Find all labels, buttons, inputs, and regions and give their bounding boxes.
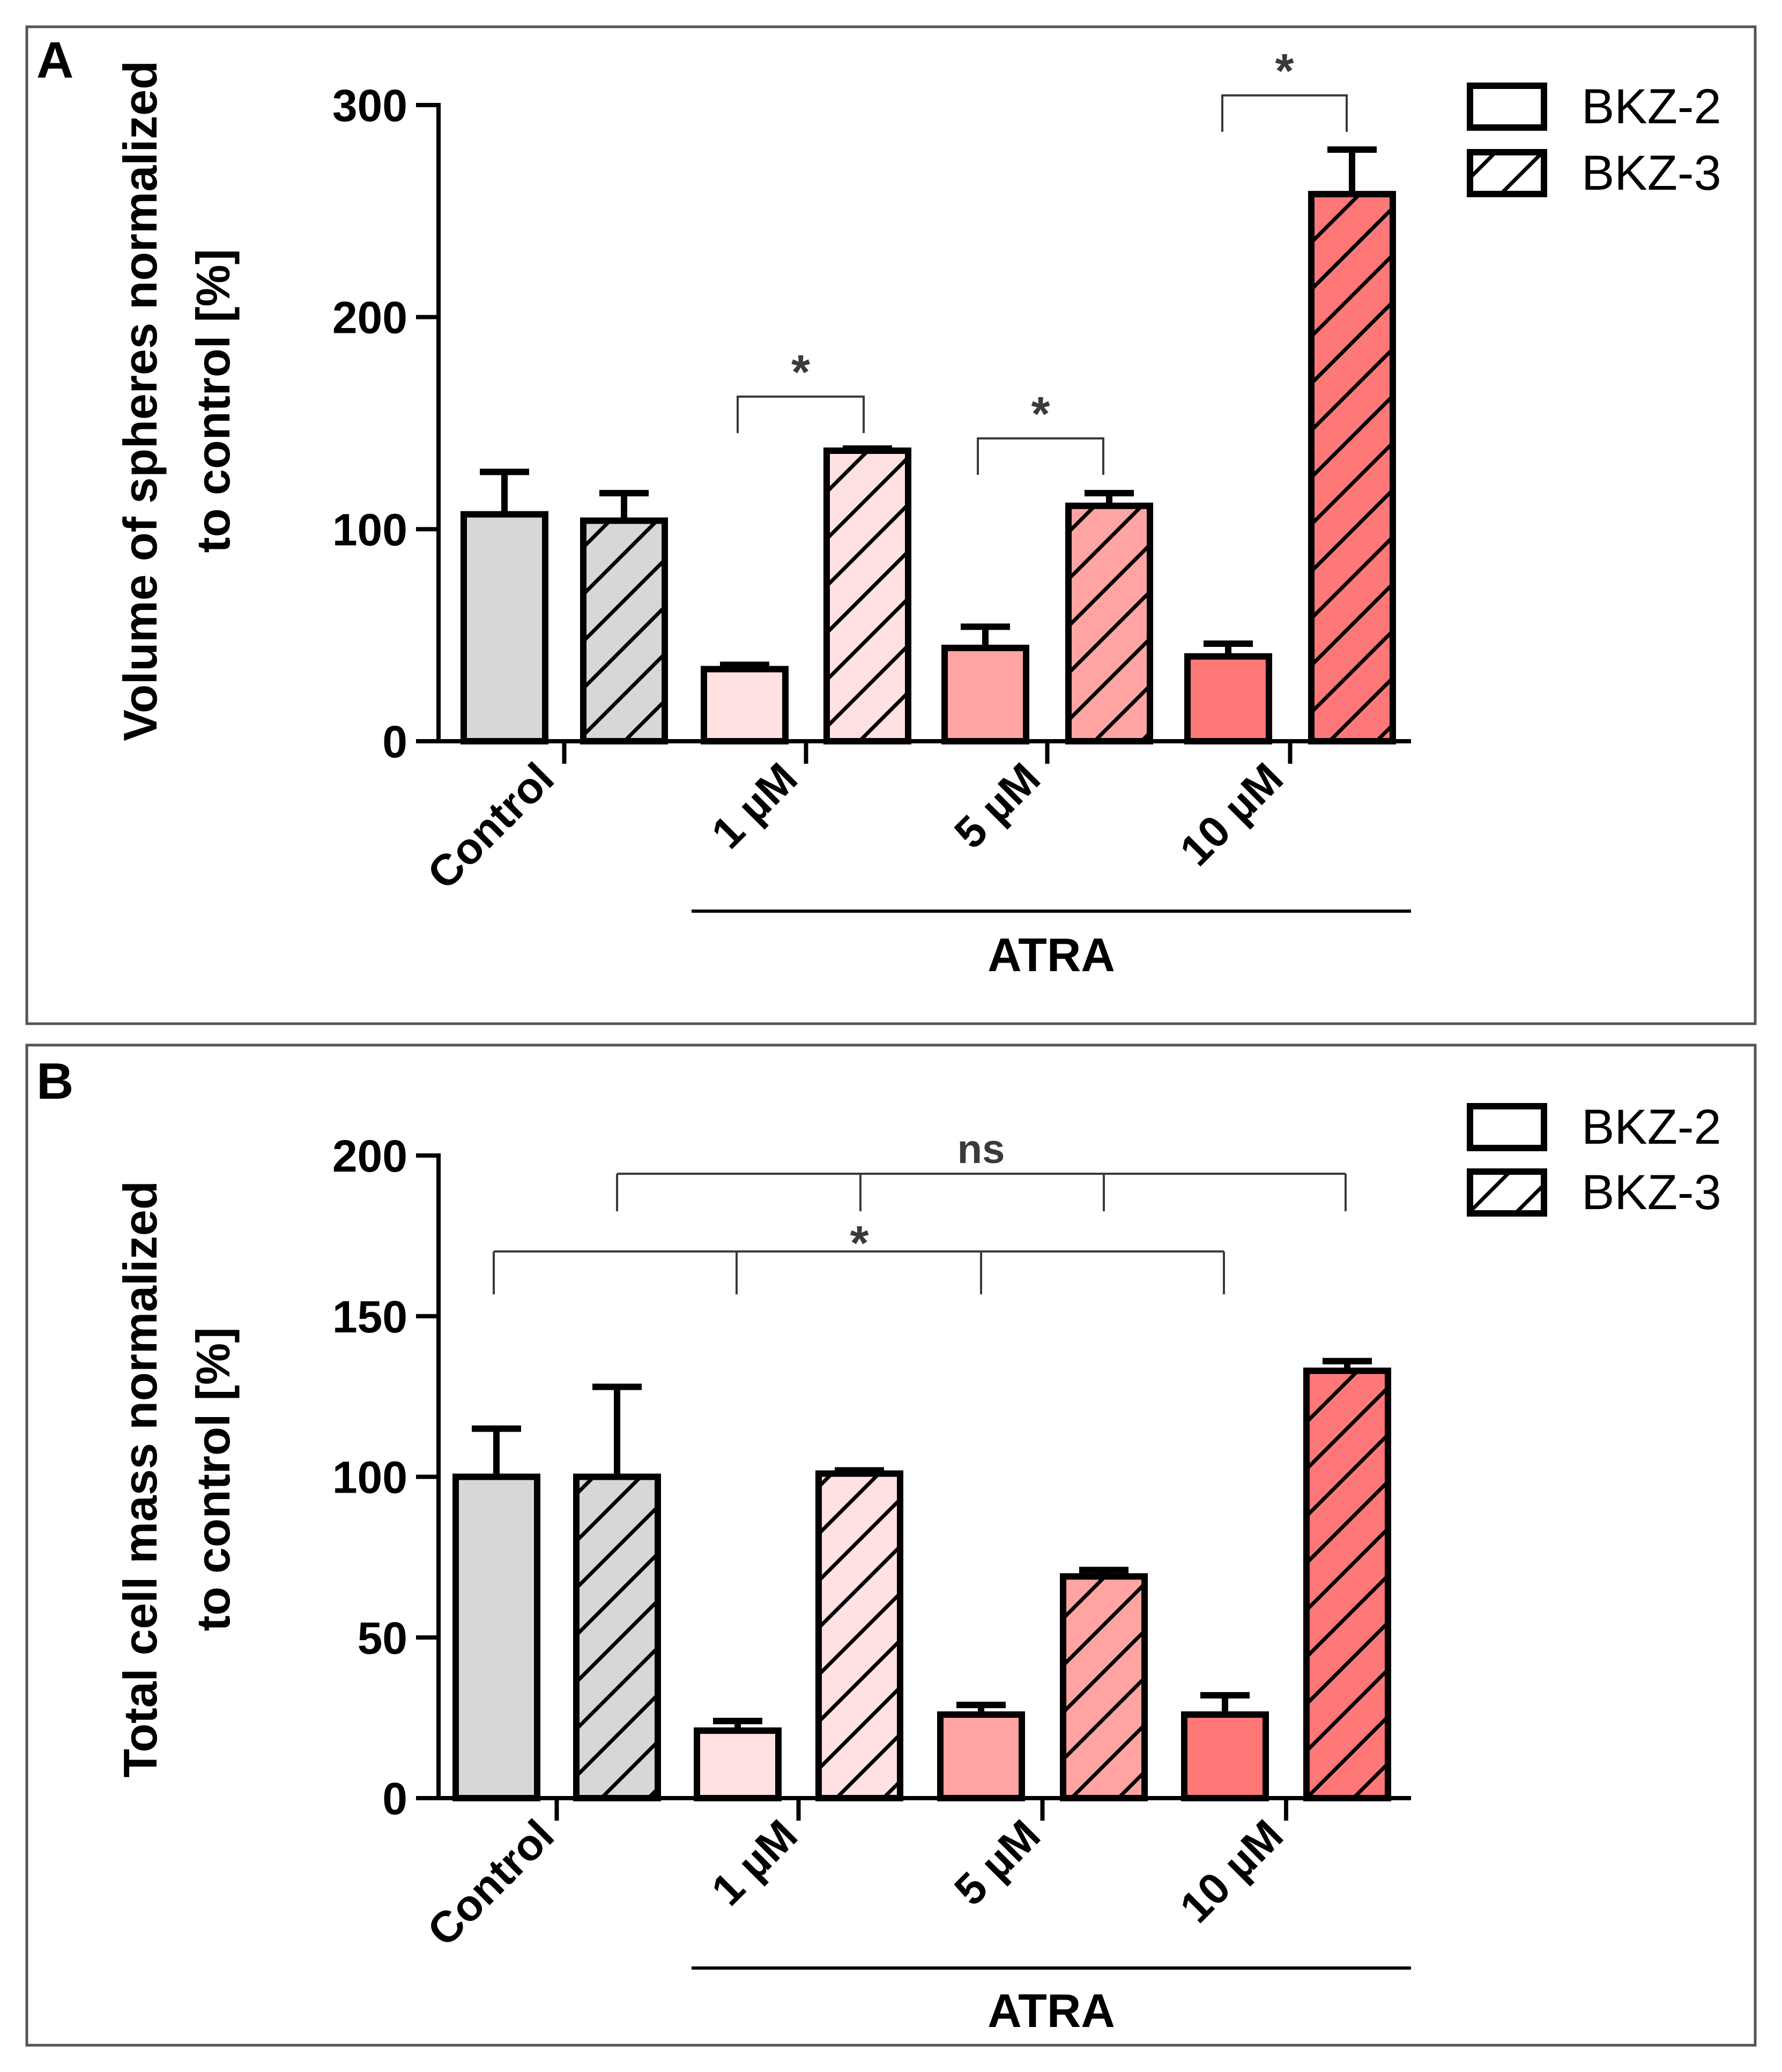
panel-b-bar-bkz-3-1um-errorbar bbox=[835, 1467, 884, 1474]
panel-a-bar-bkz-2-control-errorbar bbox=[480, 468, 529, 515]
panel-a-frame bbox=[25, 25, 1757, 1025]
panel-a-significance-label: * bbox=[1031, 387, 1050, 441]
panel-b-y-tick-label: 150 bbox=[332, 1292, 407, 1342]
panel-b-bar-bkz-2-5um bbox=[937, 1711, 1025, 1801]
panel-b-legend-label-bkz3: BKZ-3 bbox=[1581, 1165, 1721, 1220]
panel-b-y-tick-label: 0 bbox=[382, 1773, 407, 1824]
panel-a-x-tick-label-1um: 1 µM bbox=[702, 754, 806, 858]
panel-b-bar-bkz-2-control-errorbar bbox=[472, 1425, 521, 1477]
panel-b-legend-label-bkz2: BKZ-2 bbox=[1581, 1100, 1721, 1154]
panel-b-x-tick-label-10um: 10 µM bbox=[1171, 1810, 1293, 1932]
panel-a-atra-label: ATRA bbox=[987, 928, 1115, 981]
panel-a-errorbars bbox=[480, 146, 1377, 669]
panel-b-bar-bkz-3-control bbox=[573, 1473, 661, 1801]
panel-b-x-tick-label-control: Control bbox=[418, 1810, 563, 1955]
panel-b-ylabel-line2: to control [%] bbox=[187, 1327, 240, 1631]
panel-a-significance-bracket-5um: * bbox=[977, 387, 1104, 475]
panel-b-bar-bkz-3-10um-errorbar bbox=[1323, 1358, 1372, 1371]
panel-b-comparison-label: ns bbox=[957, 1127, 1005, 1172]
panel-b-atra-label: ATRA bbox=[987, 1984, 1115, 2037]
panel-a-legend-label-bkz2: BKZ-2 bbox=[1581, 79, 1721, 134]
panel-b-significance: ns * bbox=[493, 1127, 1347, 1294]
panel-a-bar-bkz-3-1um bbox=[823, 447, 911, 744]
panel-b-frame bbox=[25, 1044, 1757, 2047]
panel-b-x-tick-labels: Control 1 µM 5 µM 10 µM bbox=[418, 1810, 1292, 1955]
panel-a-y-tick-label: 300 bbox=[332, 80, 407, 131]
panel-b-legend: BKZ-2 BKZ-3 bbox=[1467, 1100, 1721, 1220]
panel-b-letter: B bbox=[36, 1053, 73, 1110]
panel-a-bar-bkz-2-control bbox=[461, 511, 548, 744]
panel-a-legend-swatch-bkz2 bbox=[1467, 83, 1547, 131]
panel-b-x-tick-label-5um: 5 µM bbox=[945, 1810, 1049, 1914]
panel-b-bar-bkz-2-1um-errorbar bbox=[713, 1718, 762, 1731]
panel-a-bars bbox=[461, 191, 1396, 745]
panel-b-bar-bkz-3-5um bbox=[1060, 1573, 1148, 1801]
panel-a-bar-bkz-3-5um-errorbar bbox=[1085, 490, 1134, 506]
panel-a-y-tick-label: 100 bbox=[332, 504, 407, 555]
panel-b-comparison-bracket-bkz-3: ns bbox=[616, 1127, 1347, 1211]
panel-b-legend-swatch-bkz2 bbox=[1467, 1103, 1547, 1151]
panel-b-y-tick-label: 50 bbox=[358, 1613, 407, 1663]
panel-b-bar-bkz-2-1um bbox=[694, 1727, 782, 1801]
panel-a-x-tick-label-5um: 5 µM bbox=[945, 754, 1049, 858]
panel-a-significance-label: * bbox=[791, 346, 810, 399]
panel-b-comparison-label: * bbox=[850, 1217, 868, 1270]
panel-b-bar-bkz-2-10um-errorbar bbox=[1200, 1692, 1250, 1715]
panel-a-bar-bkz-2-5um bbox=[941, 644, 1029, 744]
panel-b-x-axis bbox=[436, 1796, 1411, 1821]
panel-a-bar-bkz-3-control bbox=[580, 517, 668, 744]
panel-a-x-tick-label-10um: 10 µM bbox=[1171, 754, 1293, 875]
panel-b-bars bbox=[452, 1367, 1391, 1802]
panel-a-x-axis bbox=[436, 739, 1411, 764]
panel-a-bar-bkz-3-10um bbox=[1308, 191, 1396, 744]
panel-a-bar-bkz-2-5um-errorbar bbox=[961, 623, 1010, 648]
panel-a-y-tick-label: 200 bbox=[332, 293, 407, 343]
panel-a-bar-bkz-3-1um-errorbar bbox=[843, 445, 892, 452]
panel-b-bar-bkz-2-5um-errorbar bbox=[956, 1702, 1006, 1715]
panel-b-bar-bkz-3-5um-errorbar bbox=[1079, 1567, 1128, 1577]
panel-a-significance-bracket-10um: * bbox=[1221, 44, 1348, 132]
panel-a-bar-bkz-3-5um bbox=[1065, 502, 1153, 744]
panel-b-legend-swatch-bkz3 bbox=[1467, 1168, 1547, 1217]
panel-b: B Total cell mass normalized to control … bbox=[25, 1044, 1757, 2047]
panel-a-ylabel-line1: Volume of spheres normalized bbox=[114, 61, 167, 741]
panel-a-significance-label: * bbox=[1275, 44, 1294, 98]
panel-a: A Volume of spheres normalized to contro… bbox=[25, 25, 1757, 1025]
panel-b-bar-bkz-2-10um bbox=[1181, 1711, 1269, 1801]
panel-a-bar-bkz-2-1um bbox=[701, 666, 789, 745]
panel-b-ylabel-line1: Total cell mass normalized bbox=[114, 1181, 167, 1777]
panel-b-errorbars bbox=[472, 1358, 1372, 1731]
panel-a-bar-bkz-2-1um-errorbar bbox=[720, 661, 769, 669]
panel-a-bar-bkz-2-10um bbox=[1184, 653, 1272, 744]
panel-b-bar-bkz-2-control bbox=[452, 1473, 540, 1801]
panel-a-legend: BKZ-2 BKZ-3 bbox=[1467, 79, 1721, 200]
panel-a-y-axis-title: Volume of spheres normalized to control … bbox=[114, 61, 240, 741]
panel-a-letter: A bbox=[36, 32, 73, 89]
panel-b-x-tick-label-1um: 1 µM bbox=[702, 1810, 806, 1914]
panel-b-bar-bkz-3-control-errorbar bbox=[592, 1383, 642, 1477]
panel-b-y-axis: 0 50 100 150 200 bbox=[332, 1131, 441, 1824]
panel-a-x-tick-labels: Control 1 µM 5 µM 10 µM bbox=[418, 754, 1292, 898]
panel-b-y-axis-title: Total cell mass normalized to control [%… bbox=[114, 1181, 240, 1777]
panel-b-comparison-bracket-bkz-2: * bbox=[493, 1217, 1225, 1294]
panel-b-bar-bkz-3-10um bbox=[1303, 1367, 1391, 1802]
panel-a-x-tick-label-control: Control bbox=[418, 754, 563, 898]
panel-a-ylabel-line2: to control [%] bbox=[187, 249, 240, 553]
panel-a-bar-bkz-3-control-errorbar bbox=[599, 490, 649, 521]
panel-a-y-axis: 0 100 200 300 bbox=[332, 80, 441, 767]
panel-b-y-tick-label: 200 bbox=[332, 1131, 407, 1181]
panel-a-significance: * * * bbox=[737, 44, 1348, 475]
panel-a-significance-bracket-1um: * bbox=[737, 346, 865, 433]
panel-a-bar-bkz-3-10um-errorbar bbox=[1327, 146, 1377, 195]
panel-a-y-tick-label: 0 bbox=[382, 717, 407, 767]
panel-a-legend-label-bkz3: BKZ-3 bbox=[1581, 146, 1721, 200]
panel-a-legend-swatch-bkz3 bbox=[1467, 149, 1547, 197]
panel-b-bar-bkz-3-1um bbox=[815, 1470, 903, 1801]
panel-b-y-tick-label: 100 bbox=[332, 1452, 407, 1503]
panel-a-bar-bkz-2-10um-errorbar bbox=[1204, 640, 1253, 657]
